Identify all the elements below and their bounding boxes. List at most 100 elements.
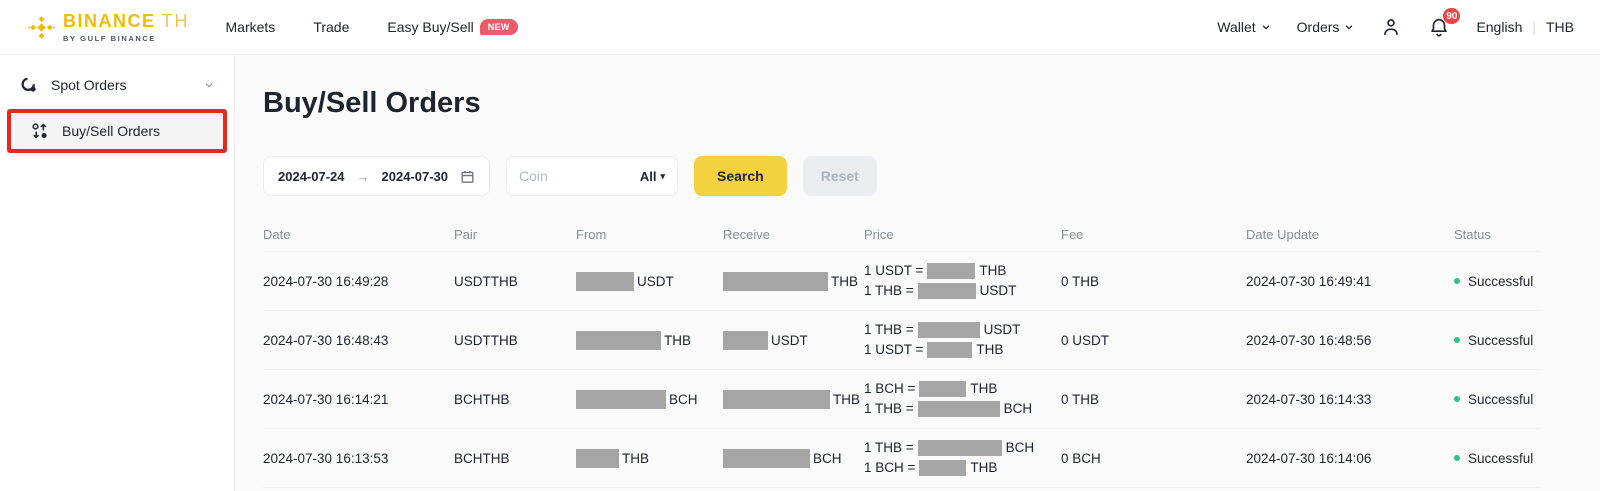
- table-row: 2024-07-30 16:13:53 BCHTHB THB BCH 1 THB…: [263, 429, 1539, 488]
- receive-redaction: [723, 271, 828, 291]
- binance-th-logo[interactable]: BINANCE TH BY GULF BINANCE: [28, 11, 190, 43]
- cell-price: 1 BCH = THB 1 THB = BCH: [864, 380, 1061, 418]
- chevron-down-icon: [1262, 25, 1269, 30]
- logo-brand: BINANCE: [63, 11, 156, 31]
- col-header-date: Date: [263, 227, 291, 242]
- price-prefix: 1 USDT =: [864, 263, 924, 278]
- price-suffix: THB: [979, 263, 1007, 278]
- redaction-box: [917, 322, 980, 338]
- from-redaction: [576, 330, 661, 350]
- receive-redaction: [723, 389, 830, 409]
- sidebar-item-spot-orders[interactable]: Spot Orders: [0, 63, 234, 107]
- caret-down-icon: ▾: [660, 170, 665, 181]
- reset-button[interactable]: Reset: [802, 156, 877, 196]
- receive-redaction: [723, 448, 810, 468]
- main-nav: Markets Trade Easy Buy/Sell NEW: [226, 19, 518, 35]
- cell-price: 1 USDT = THB 1 THB = USDT: [864, 262, 1061, 300]
- from-unit: THB: [622, 450, 649, 466]
- cell-receive: THB: [723, 389, 864, 409]
- table-header-row: Date Pair From Receive Price Fee Date Up…: [263, 218, 1539, 252]
- status-dot-icon: [1454, 337, 1460, 343]
- notifications-button[interactable]: 90: [1428, 7, 1462, 38]
- table-row: 2024-07-30 16:48:43 USDT THB THB USDT 1 T…: [263, 311, 1539, 370]
- col-header-status: Status: [1454, 227, 1491, 242]
- status-label: Successful: [1468, 450, 1534, 466]
- currency-selector[interactable]: THB: [1546, 19, 1574, 35]
- col-header-from: From: [576, 227, 607, 242]
- wallet-menu[interactable]: Wallet: [1217, 19, 1270, 35]
- price-prefix: 1 USDT =: [864, 342, 924, 357]
- cell-date: 2024-07-30 16:48:43: [263, 332, 389, 348]
- cell-from: THB: [576, 330, 723, 350]
- col-header-date-update: Date Update: [1246, 227, 1319, 242]
- nav-easy-buy-sell[interactable]: Easy Buy/Sell NEW: [387, 19, 518, 35]
- coin-placeholder: Coin: [519, 168, 548, 184]
- cell-date: 2024-07-30 16:49:28: [263, 273, 389, 289]
- price-prefix: 1 THB =: [864, 401, 914, 416]
- sidebar-item-label: Buy/Sell Orders: [62, 123, 161, 139]
- price-suffix: THB: [970, 381, 998, 396]
- nav-markets[interactable]: Markets: [226, 19, 276, 35]
- price-suffix: BCH: [1003, 401, 1033, 416]
- date-range-picker[interactable]: 2024-07-24 → 2024-07-30: [263, 156, 490, 196]
- sidebar-item-buy-sell-orders[interactable]: Buy/Sell Orders: [11, 113, 223, 149]
- cell-date-update: 2024-07-30 16:48:56: [1246, 332, 1372, 348]
- cell-receive: BCH: [723, 448, 864, 468]
- col-header-receive: Receive: [723, 227, 770, 242]
- page-title: Buy/Sell Orders: [263, 87, 481, 119]
- spot-orders-icon: [21, 77, 36, 92]
- receive-unit: USDT: [771, 332, 808, 348]
- status-label: Successful: [1468, 391, 1534, 407]
- table-row: 2024-07-30 16:14:21 BCHTHB BCH THB 1 BCH…: [263, 370, 1539, 429]
- cell-fee: 0 USDT: [1061, 332, 1110, 348]
- from-unit: THB: [664, 332, 691, 348]
- price-line: 1 THB = BCH: [864, 439, 1061, 457]
- cell-pair: BCHTHB: [454, 391, 510, 407]
- wallet-label: Wallet: [1217, 19, 1256, 35]
- orders-menu[interactable]: Orders: [1297, 19, 1355, 35]
- price-prefix: 1 BCH =: [864, 460, 916, 475]
- search-button[interactable]: Search: [694, 156, 787, 196]
- buy-sell-orders-icon: [32, 123, 47, 139]
- cell-price: 1 THB = BCH 1 BCH = THB: [864, 439, 1061, 477]
- orders-table: Date Pair From Receive Price Fee Date Up…: [263, 218, 1539, 488]
- status-dot-icon: [1454, 278, 1460, 284]
- account-button[interactable]: [1380, 16, 1402, 38]
- price-line: 1 THB = USDT: [864, 321, 1061, 339]
- price-prefix: 1 THB =: [864, 283, 914, 298]
- topbar-right: Wallet Orders 90 English | THB: [1217, 7, 1574, 38]
- price-line: 1 USDT = THB: [864, 341, 1061, 359]
- receive-unit: BCH: [813, 450, 842, 466]
- from-redaction: [576, 271, 634, 291]
- coin-select[interactable]: Coin All ▾: [506, 156, 678, 196]
- table-row: 2024-07-30 16:49:28 USDTTHB USDT THB 1 U…: [263, 252, 1539, 311]
- cell-date-update: 2024-07-30 16:14:33: [1246, 391, 1372, 407]
- cell-date: 2024-07-30 16:14:21: [263, 391, 389, 407]
- status-dot-icon: [1454, 455, 1460, 461]
- receive-redaction: [723, 330, 768, 350]
- cell-fee: 0 THB: [1061, 391, 1100, 407]
- orders-label: Orders: [1296, 19, 1340, 35]
- from-unit: USDT: [637, 273, 674, 289]
- cell-fee: 0 BCH: [1061, 450, 1101, 466]
- price-suffix: THB: [976, 342, 1004, 357]
- cell-from: BCH: [576, 389, 723, 409]
- nav-trade[interactable]: Trade: [313, 19, 349, 35]
- cell-from: USDT: [576, 271, 723, 291]
- cell-from: THB: [576, 448, 723, 468]
- price-suffix: USDT: [983, 322, 1021, 337]
- cell-fee: 0 THB: [1061, 273, 1100, 289]
- chevron-down-icon: [1346, 25, 1353, 30]
- nav-markets-label: Markets: [225, 19, 276, 35]
- calendar-icon[interactable]: [460, 169, 475, 184]
- language-selector[interactable]: English: [1476, 19, 1523, 35]
- price-line: 1 BCH = THB: [864, 380, 1061, 398]
- main-content: Buy/Sell Orders 2024-07-24 → 2024-07-30 …: [235, 55, 1600, 491]
- cell-status: Successful: [1454, 333, 1539, 348]
- date-to: 2024-07-30: [381, 168, 449, 184]
- red-highlight-annotation: Buy/Sell Orders: [7, 109, 227, 153]
- new-badge: NEW: [479, 19, 518, 35]
- chevron-down-icon: [205, 83, 213, 88]
- cell-receive: USDT: [723, 330, 864, 350]
- cell-status: Successful: [1454, 451, 1539, 466]
